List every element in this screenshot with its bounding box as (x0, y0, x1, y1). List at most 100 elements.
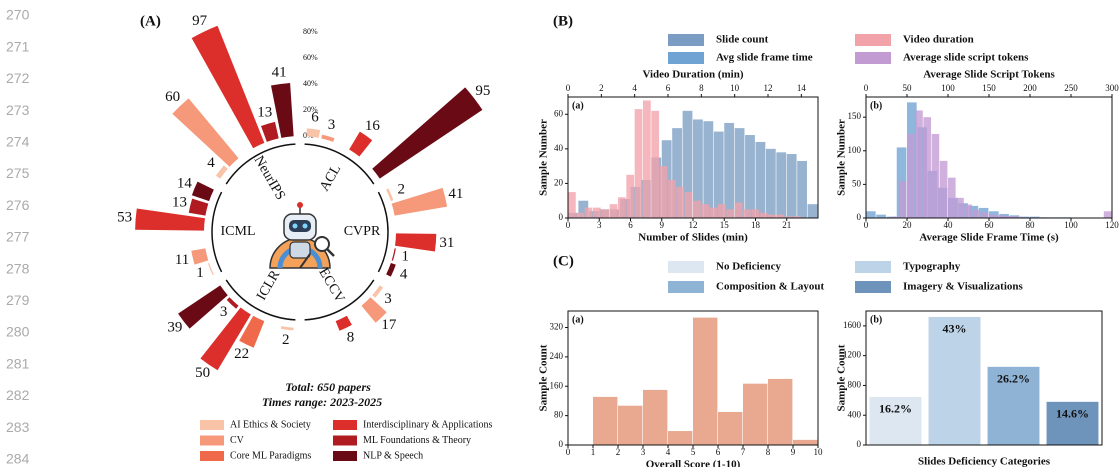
histogram-bar (981, 213, 989, 218)
histogram-bar (593, 397, 617, 445)
legend-label: Typography (903, 261, 961, 273)
line-number: 283 (6, 419, 30, 435)
legend-label: Core ML Paradigms (230, 450, 311, 461)
y-tick-label: 50 (852, 178, 862, 188)
radial-bar (386, 188, 393, 201)
category-label: ICML (221, 224, 256, 239)
histogram-bar (618, 406, 642, 445)
x-tick-label: 8 (699, 83, 704, 93)
y-tick-label: 20 (554, 177, 564, 187)
legend-swatch (668, 52, 704, 64)
radial-bar (372, 87, 482, 178)
histogram-bar (776, 215, 784, 218)
histogram-bar (626, 175, 634, 218)
r-tick-label: 60% (303, 53, 318, 62)
histogram-bar (701, 204, 709, 218)
histogram-bar (915, 110, 923, 218)
y-tick-label: 0 (857, 212, 862, 222)
x-tick-label: 300 (1105, 83, 1119, 93)
histogram-bar (876, 215, 886, 218)
x-tick-label: 2 (616, 447, 621, 457)
histogram-bar (899, 181, 907, 218)
histogram-bar (743, 209, 751, 218)
value-label: 13 (172, 195, 187, 211)
histogram-bar (585, 208, 593, 218)
value-label: 3 (328, 117, 336, 133)
x-tick-label: 0 (566, 447, 571, 457)
value-label: 16 (365, 118, 381, 134)
x-tick-label: 100 (941, 83, 955, 93)
x-tick-label: 40 (944, 220, 954, 230)
radial-bar (208, 263, 214, 275)
histogram-bar (907, 134, 915, 218)
legend-label: Slide count (716, 34, 769, 46)
x-tick-label: 18 (751, 220, 761, 230)
histogram-bar (710, 208, 718, 218)
y-tick-label: 800 (848, 380, 862, 390)
legend-label: Composition & Layout (716, 281, 825, 293)
histogram-bar (651, 111, 659, 218)
histogram-bar (776, 152, 786, 218)
histogram-bar (760, 213, 768, 218)
line-number: 282 (6, 387, 30, 403)
legend-swatch (668, 261, 704, 273)
legend-swatch (200, 451, 224, 461)
histogram-bar (693, 201, 701, 218)
x-axis-title: Average Slide Frame Time (s) (919, 232, 1059, 244)
x-tick-label: 10 (814, 447, 824, 457)
radial-bar (191, 248, 208, 264)
x-tick-label: 12 (764, 83, 773, 93)
legend-label: No Deficiency (716, 261, 782, 273)
histogram-bar (576, 213, 584, 218)
x-tick-label: 6 (666, 83, 671, 93)
legend-swatch (333, 451, 357, 461)
histogram-bar (668, 431, 692, 445)
legend-label: Imagery & Visualizations (903, 281, 1023, 293)
histogram-bar (756, 142, 766, 218)
value-label: 3 (384, 291, 392, 307)
legend-swatch (200, 420, 224, 430)
radial-bar (172, 98, 238, 166)
value-label: 31 (439, 235, 454, 251)
histogram-bar (932, 134, 940, 218)
y-tick-label: 320 (550, 322, 564, 332)
histogram-bar (751, 209, 759, 218)
subplot-label: (b) (870, 314, 882, 325)
value-label: 50 (195, 365, 210, 381)
value-label: 53 (117, 210, 132, 226)
radial-bar (261, 122, 279, 142)
value-label: 6 (311, 110, 319, 126)
x-tick-label: 10 (730, 83, 740, 93)
legend-swatch (855, 34, 891, 46)
histogram-bar (735, 202, 743, 218)
legend-label: CV (230, 435, 245, 446)
y-tick-label: 80 (554, 410, 564, 420)
value-label: 1 (196, 265, 204, 281)
histogram-bar (668, 180, 676, 218)
x-tick-label: 15 (720, 220, 730, 230)
y-axis-title: Sample Number (836, 119, 848, 196)
panel-label: (B) (553, 13, 573, 29)
histogram-bar (676, 187, 684, 218)
histogram-bar (685, 192, 693, 218)
y-tick-label: 150 (848, 111, 862, 121)
x-tick-label: 100 (1064, 220, 1078, 230)
histogram-bar (973, 210, 981, 218)
bar-label: 26.2% (997, 372, 1030, 386)
line-number: 278 (6, 260, 30, 276)
value-label: 17 (381, 317, 397, 333)
value-label: 2 (398, 181, 406, 197)
y-axis-title: Sample Count (538, 344, 550, 411)
histogram-bar (787, 154, 797, 218)
line-number: 271 (6, 38, 30, 54)
x-tick-label: 14 (797, 83, 807, 93)
line-number: 281 (6, 355, 30, 371)
y-tick-label: 40 (554, 143, 564, 153)
y-tick-label: 0 (559, 212, 564, 222)
radial-bar (349, 132, 372, 157)
value-label: 39 (167, 319, 182, 335)
x-axis-title: Slides Deficiency Categories (918, 456, 1051, 467)
legend-label: Video duration (903, 34, 974, 46)
y-tick-label: 60 (554, 108, 564, 118)
histogram-bar (948, 178, 956, 218)
